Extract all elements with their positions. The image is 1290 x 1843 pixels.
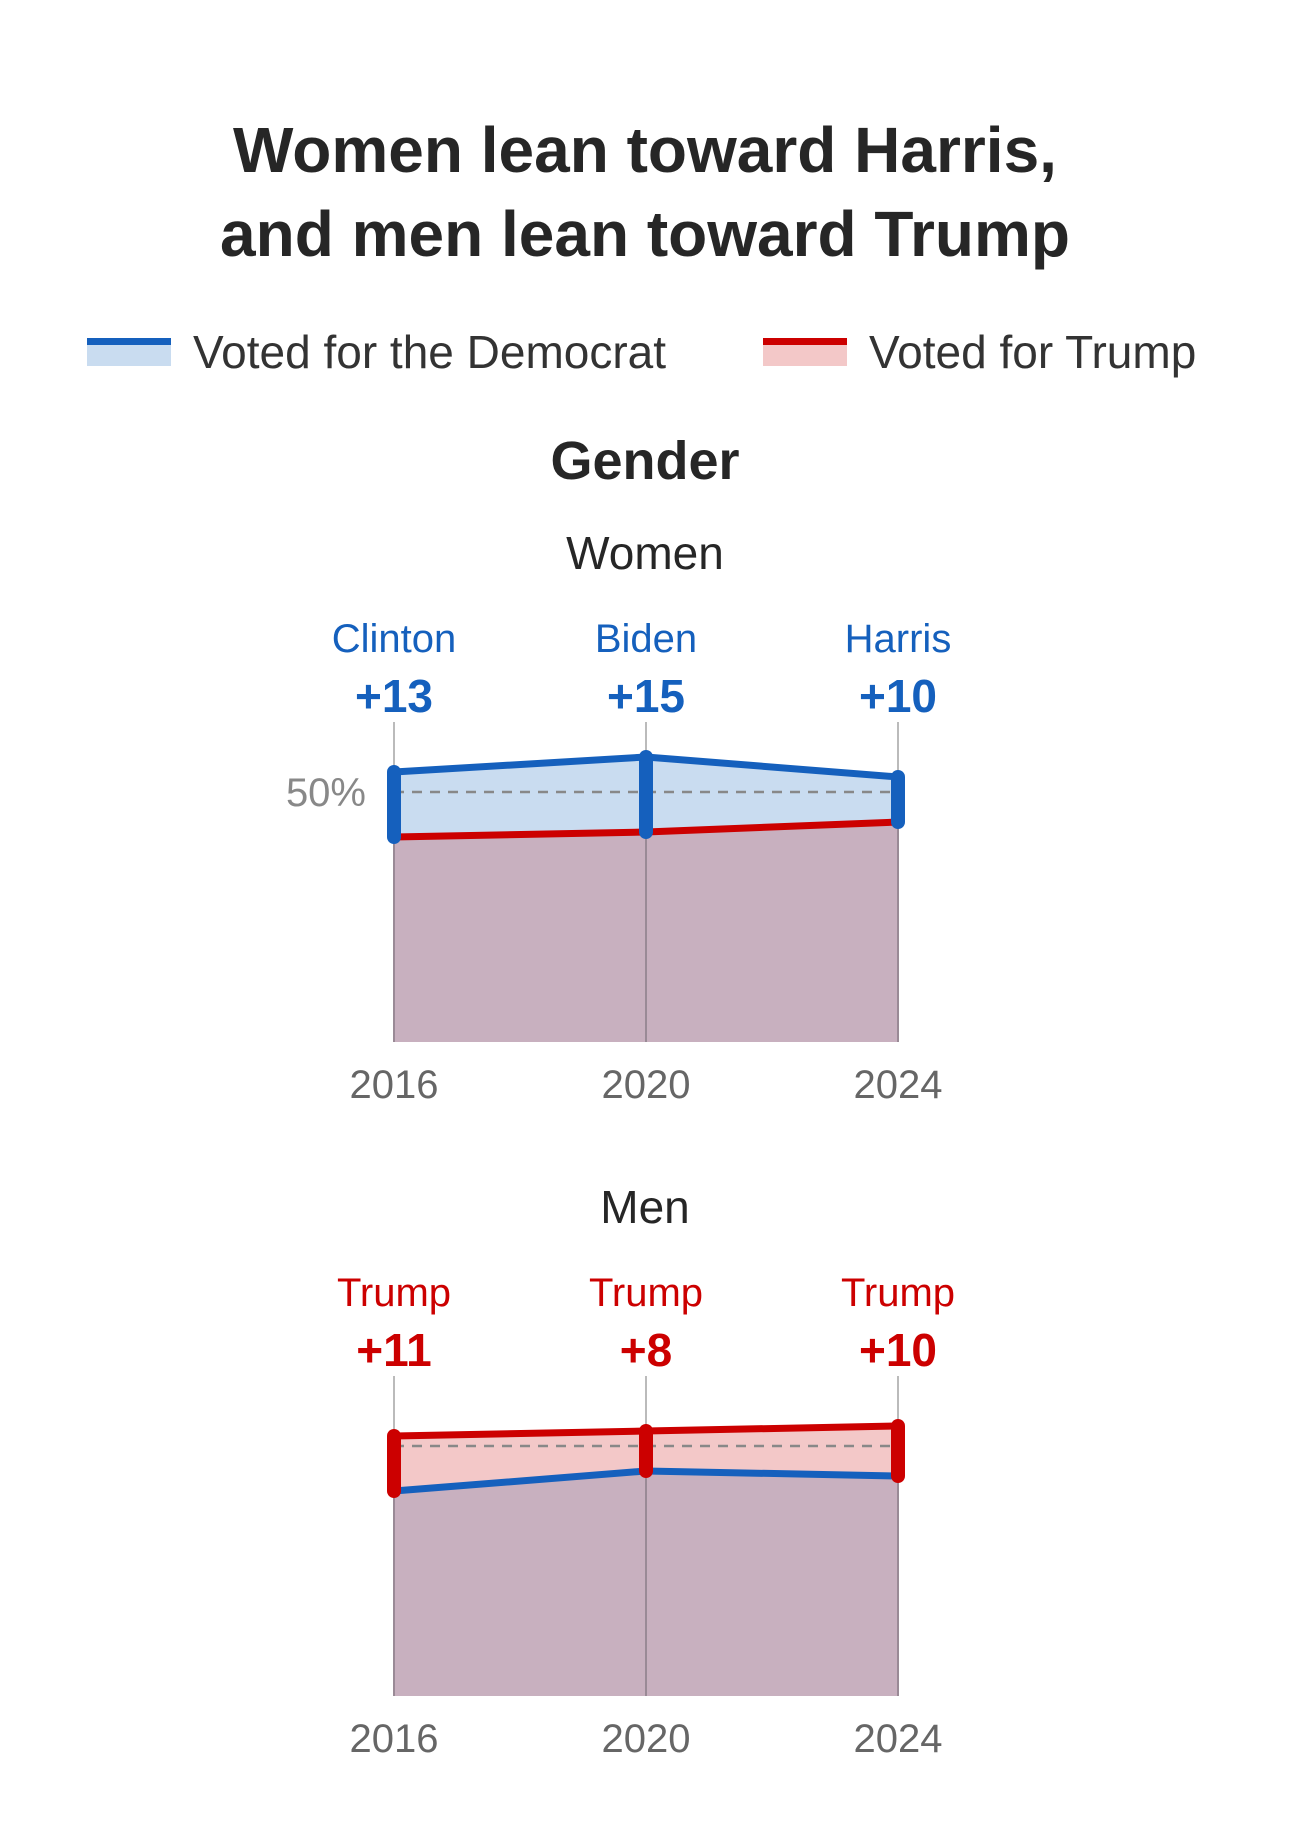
- legend-label-democrat: Voted for the Democrat: [193, 326, 667, 378]
- chart-title-line-2: and men lean toward Trump: [220, 198, 1070, 270]
- winner-name-2016: Trump: [337, 1271, 451, 1315]
- winner-name-2024: Harris: [845, 617, 952, 661]
- chart-title-line-1: Women lean toward Harris,: [233, 114, 1057, 186]
- panel-title-women: Women: [566, 527, 724, 579]
- year-label-2024: 2024: [854, 1717, 943, 1761]
- winner-name-2024: Trump: [841, 1271, 955, 1315]
- legend-swatch-trump: [763, 338, 847, 366]
- section-title: Gender: [550, 431, 740, 491]
- panel-title-men: Men: [600, 1181, 690, 1233]
- winner-margin-2020: +15: [607, 670, 685, 722]
- winner-margin-2016: +11: [356, 1324, 432, 1376]
- chart-women: 50% Clinton +13 Biden +15 Harris +10 2016 2020 20…: [286, 617, 952, 1107]
- winner-margin-2016: +13: [355, 670, 433, 722]
- winner-margin-2020: +8: [620, 1324, 672, 1376]
- legend-item-democrat: Voted for the Democrat: [87, 322, 666, 382]
- winner-name-2020: Trump: [589, 1271, 703, 1315]
- reference-label: 50%: [286, 771, 366, 815]
- chart-title: Women lean toward Harris, and men lean t…: [0, 108, 1290, 276]
- winner-margin-2024: +10: [859, 670, 937, 722]
- year-label-2024: 2024: [854, 1063, 943, 1107]
- legend-item-trump: Voted for Trump: [763, 322, 1196, 382]
- year-label-2020: 2020: [602, 1717, 691, 1761]
- legend: Voted for the Democrat Voted for Trump: [0, 322, 1290, 382]
- year-label-2016: 2016: [350, 1717, 439, 1761]
- winner-margin-2024: +10: [859, 1324, 937, 1376]
- winner-name-2020: Biden: [595, 617, 697, 661]
- year-label-2020: 2020: [602, 1063, 691, 1107]
- winner-name-2016: Clinton: [332, 617, 457, 661]
- year-label-2016: 2016: [350, 1063, 439, 1107]
- legend-label-trump: Voted for Trump: [869, 326, 1197, 378]
- chart-men: Trump +11 Trump +8 Trump +10 2016 2020 2024: [337, 1271, 955, 1761]
- legend-swatch-democrat: [87, 338, 171, 366]
